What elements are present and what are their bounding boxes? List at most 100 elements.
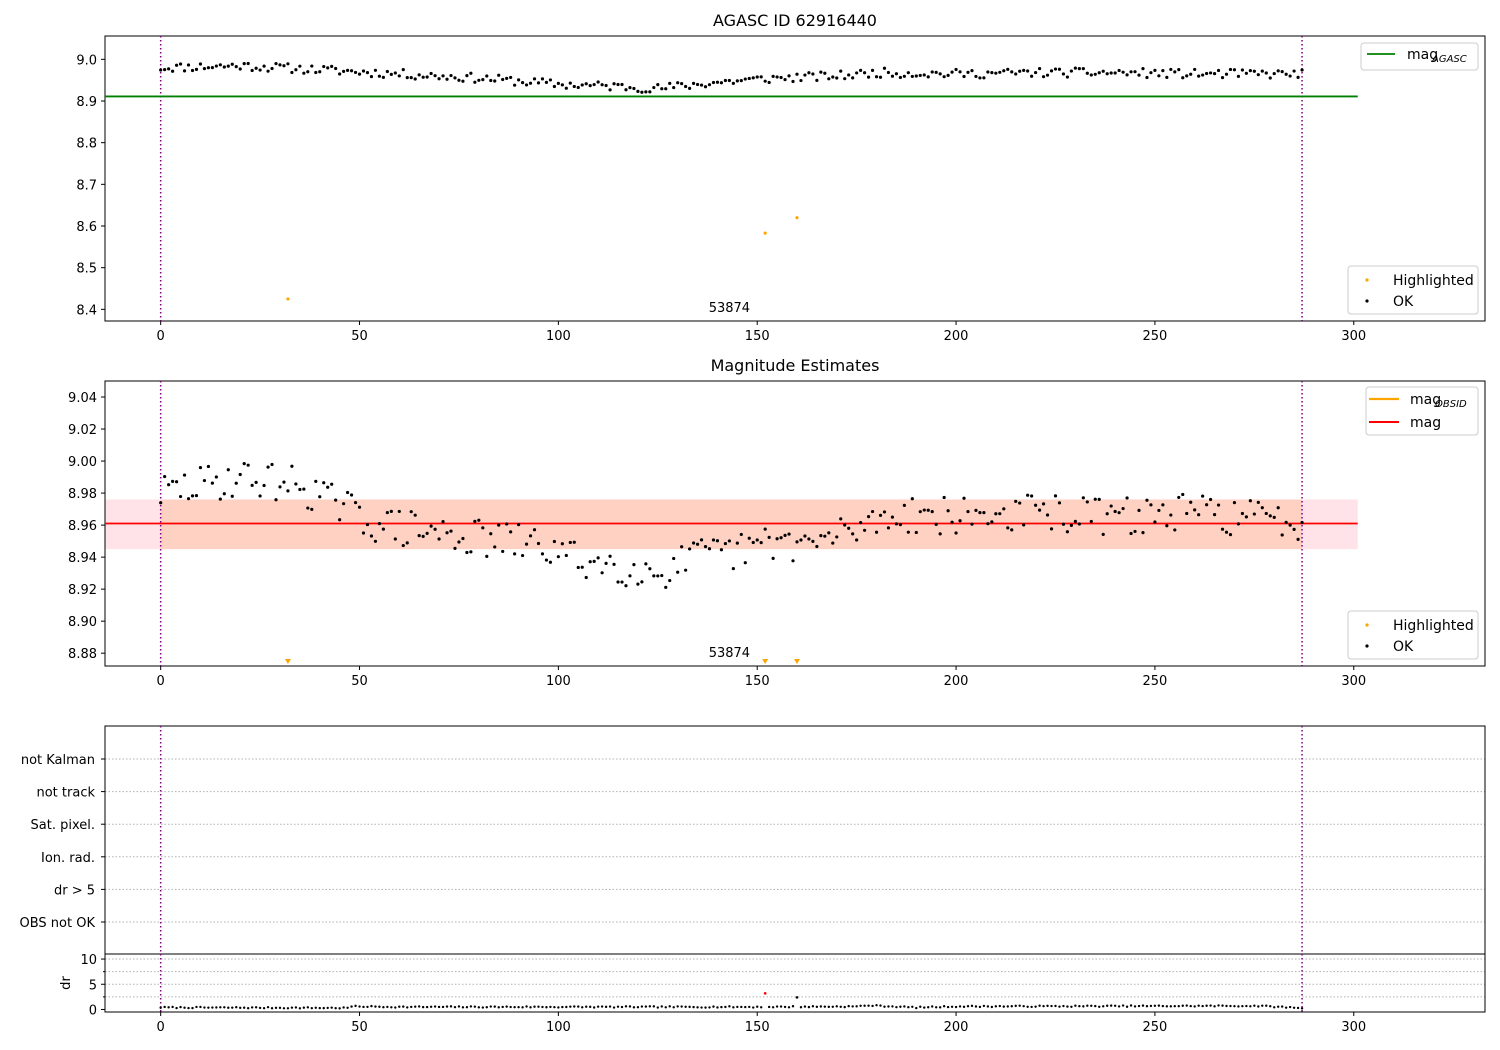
ok-point [795, 72, 799, 76]
ok-point [1228, 533, 1233, 537]
x-tick-label: 300 [1341, 1020, 1366, 1035]
ok-point [171, 479, 175, 484]
ok-point [751, 76, 755, 80]
dr-ok-point [708, 1006, 711, 1009]
ok-point [1049, 69, 1054, 73]
dr-ok-point [553, 1005, 556, 1009]
ok-point [950, 520, 954, 524]
ok-point [1165, 524, 1169, 528]
dr-ok-point [604, 1005, 608, 1009]
ok-point [517, 523, 521, 527]
x-tick-label: 50 [351, 329, 368, 344]
ok-point [1018, 69, 1022, 73]
ok-point [1049, 527, 1054, 531]
ok-point [469, 550, 473, 554]
legend-marker-highlighted [1365, 623, 1369, 627]
ok-point [946, 73, 950, 77]
dr-ok-point [402, 1005, 405, 1008]
ok-point [568, 540, 572, 545]
ok-point [1121, 70, 1125, 74]
flag-category-label: not track [36, 786, 95, 801]
dr-ok-point [493, 1005, 496, 1008]
dr-ok-point [648, 1005, 652, 1008]
ok-point [381, 75, 385, 79]
ok-point [859, 68, 863, 73]
dr-ok-point [1273, 1006, 1276, 1009]
ok-point [668, 578, 672, 583]
dr-ok-point [231, 1006, 234, 1009]
dr-ok-point [1153, 1004, 1157, 1007]
dr-ok-point [771, 1006, 775, 1009]
ok-point [505, 522, 509, 526]
dr-ok-point [1050, 1004, 1053, 1008]
ok-point [1169, 513, 1173, 517]
ok-point [851, 76, 855, 80]
ok-point [1081, 67, 1085, 71]
ok-point [465, 550, 469, 555]
ok-point [310, 64, 314, 68]
ok-point [739, 79, 743, 83]
dr-ok-point [843, 1005, 846, 1009]
x-tick-label: 100 [546, 674, 571, 689]
ok-point [660, 87, 664, 91]
ok-point [163, 68, 167, 72]
ok-point [632, 86, 636, 91]
ok-point [827, 77, 831, 81]
y-axis-label: dr [59, 976, 74, 990]
dr-ok-point [497, 1006, 500, 1009]
ok-point [1030, 494, 1034, 498]
ok-point [513, 552, 517, 556]
ok-point [509, 75, 513, 80]
ok-point [922, 508, 926, 512]
ok-point [501, 77, 505, 82]
dr-ok-point [1094, 1004, 1097, 1008]
ok-point [1224, 72, 1229, 76]
dr-ok-point [223, 1006, 226, 1009]
ok-point [453, 76, 457, 80]
ok-point [433, 74, 437, 78]
ok-point [588, 84, 592, 88]
x-tick-label: 300 [1341, 329, 1366, 344]
ok-point [1045, 73, 1050, 77]
dr-ok-point [1030, 1005, 1033, 1009]
ok-point [1177, 495, 1181, 500]
ok-point [699, 83, 704, 87]
dr-ok-point [1006, 1005, 1009, 1008]
dr-ok-point [827, 1005, 831, 1009]
dr-ok-point [501, 1005, 504, 1009]
dr-ok-point [903, 1005, 906, 1008]
panel-magnitude-estimates: Magnitude Estimates 53874 0 50 100 150 200 250 3… [68, 356, 1486, 689]
dr-ok-point [274, 1006, 278, 1010]
ok-point [759, 75, 763, 79]
ok-point [894, 72, 899, 76]
dr-ok-point [445, 1005, 449, 1008]
ok-point [397, 509, 401, 514]
dr-ok-point [767, 1005, 771, 1009]
ok-point [1145, 75, 1149, 80]
ok-point [711, 80, 716, 85]
ok-point [1280, 69, 1284, 74]
dr-ok-point [187, 1006, 190, 1010]
dr-ok-point [1257, 1005, 1260, 1008]
ok-point [703, 85, 708, 89]
ok-point [429, 524, 433, 528]
ok-point [958, 519, 962, 523]
ok-point [1077, 67, 1081, 71]
ok-point [401, 67, 405, 72]
y-tick-label: 9.00 [68, 455, 97, 470]
ok-point [1097, 497, 1101, 501]
dr-ok-point [736, 1005, 739, 1009]
ok-point [878, 75, 883, 79]
ok-point [361, 531, 366, 535]
dr-ok-point [342, 1006, 345, 1009]
y-tick-label: 8.4 [76, 303, 97, 318]
dr-ok-point [549, 1005, 552, 1009]
dr-ok-point [569, 1005, 572, 1008]
dr-ok-point [278, 1006, 282, 1010]
x-tick-label: 200 [944, 329, 969, 344]
dr-ok-point [374, 1005, 377, 1008]
ok-point [1129, 70, 1133, 74]
dr-ok-point [859, 1004, 862, 1007]
x-tick-label: 300 [1341, 674, 1366, 689]
